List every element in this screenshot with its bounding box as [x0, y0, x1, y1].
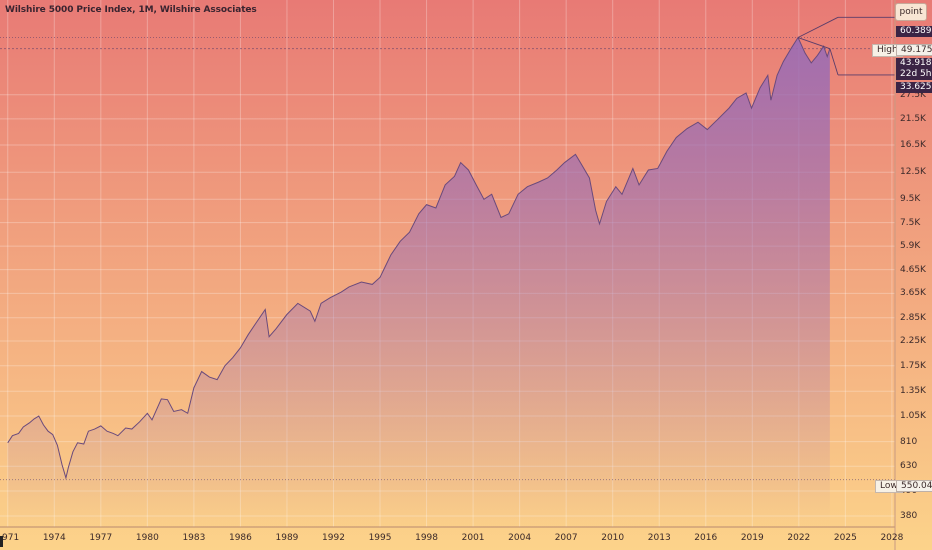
- x-tick-label: 2007: [554, 533, 578, 543]
- y-tick-label: 9.5K: [900, 194, 921, 205]
- x-tick-label: 2028: [880, 533, 904, 543]
- projection-line: [829, 48, 839, 76]
- x-tick-label: 1971: [0, 533, 20, 543]
- projection-line: [797, 16, 839, 38]
- x-tick-label: 2019: [740, 533, 764, 543]
- x-tick-label: 1974: [42, 533, 66, 543]
- x-tick-label: 2010: [601, 533, 625, 543]
- lower-box-value-tag: 33.625K: [896, 82, 932, 93]
- x-tick-label: 2013: [647, 533, 671, 543]
- series-line: [7, 36, 831, 480]
- x-tick-label: 1989: [275, 533, 299, 543]
- y-tick-label: 7.5K: [900, 217, 921, 228]
- upper-box-value-tag: 60.389K: [896, 26, 932, 37]
- x-tick-label: 1980: [135, 533, 159, 543]
- x-tick-label: 1977: [89, 533, 113, 543]
- chart-title: Wilshire 5000 Price Index, 1M, Wilshire …: [5, 5, 257, 15]
- y-tick-label: 810: [900, 436, 918, 447]
- y-tick-label: 1.75K: [900, 360, 926, 371]
- x-tick-label: 1998: [415, 533, 438, 543]
- chart-corner-marker: [0, 536, 3, 547]
- y-tick-label: 21.5K: [900, 113, 926, 124]
- y-tick-label: 5.9K: [900, 241, 921, 252]
- x-tick-label: 2025: [833, 533, 857, 543]
- y-tick-label: 16.5K: [900, 139, 926, 150]
- low-value-tag: 550.04: [896, 480, 932, 492]
- current-price-tag: 43.918K: [896, 58, 932, 69]
- projection-line: [797, 37, 831, 50]
- y-tick-label: 380: [900, 511, 918, 522]
- x-tick-label: 1983: [182, 533, 206, 543]
- x-tick-label: 1992: [322, 533, 345, 543]
- scale-mode-button[interactable]: point: [895, 3, 927, 21]
- series-area: [7, 37, 830, 528]
- x-tick-label: 1995: [368, 533, 392, 543]
- y-tick-label: 2.25K: [900, 336, 926, 347]
- high-value-tag: 49.175K: [896, 44, 932, 56]
- y-tick-label: 4.65K: [900, 264, 926, 275]
- y-tick-label: 630: [900, 461, 918, 472]
- y-tick-label: 1.35K: [900, 386, 926, 397]
- bar-countdown-tag: 22d 5h: [896, 69, 932, 80]
- projection-box: [797, 16, 895, 76]
- y-tick-label: 1.05K: [900, 411, 926, 422]
- x-tick-label: 1986: [228, 533, 252, 543]
- y-tick-label: 12.5K: [900, 167, 926, 178]
- x-tick-label: 2022: [787, 533, 811, 543]
- x-tick-label: 2016: [694, 533, 718, 543]
- x-tick-label: 2001: [461, 533, 485, 543]
- x-tick-label: 2004: [508, 533, 532, 543]
- y-tick-label: 3.65K: [900, 288, 926, 299]
- y-tick-label: 2.85K: [900, 312, 926, 323]
- y-tick-label: 27.5K: [900, 89, 926, 100]
